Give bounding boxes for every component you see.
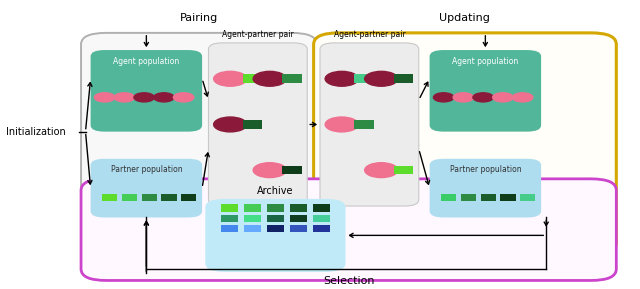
FancyBboxPatch shape <box>313 204 330 212</box>
Circle shape <box>253 71 286 86</box>
FancyBboxPatch shape <box>320 43 419 206</box>
FancyBboxPatch shape <box>221 204 238 212</box>
Circle shape <box>114 93 134 102</box>
FancyBboxPatch shape <box>313 225 330 232</box>
FancyBboxPatch shape <box>290 215 307 222</box>
Circle shape <box>253 163 286 177</box>
FancyBboxPatch shape <box>355 75 374 83</box>
Text: Archive: Archive <box>257 186 294 196</box>
FancyBboxPatch shape <box>205 199 346 272</box>
FancyBboxPatch shape <box>520 194 536 201</box>
FancyBboxPatch shape <box>181 194 196 201</box>
FancyBboxPatch shape <box>267 225 284 232</box>
FancyBboxPatch shape <box>267 215 284 222</box>
Text: Agent-partner pair: Agent-partner pair <box>222 29 294 39</box>
FancyBboxPatch shape <box>244 225 260 232</box>
FancyBboxPatch shape <box>314 33 616 255</box>
Circle shape <box>173 93 194 102</box>
FancyBboxPatch shape <box>461 194 476 201</box>
FancyBboxPatch shape <box>355 120 374 129</box>
FancyBboxPatch shape <box>221 225 238 232</box>
FancyBboxPatch shape <box>209 43 307 206</box>
Circle shape <box>134 93 154 102</box>
Circle shape <box>493 93 513 102</box>
Text: Pairing: Pairing <box>180 13 218 23</box>
Text: Selection: Selection <box>323 276 374 286</box>
FancyBboxPatch shape <box>429 50 541 131</box>
FancyBboxPatch shape <box>394 166 413 175</box>
FancyBboxPatch shape <box>244 215 260 222</box>
Circle shape <box>365 163 398 177</box>
Text: Updating: Updating <box>439 13 490 23</box>
FancyBboxPatch shape <box>500 194 516 201</box>
FancyBboxPatch shape <box>221 215 238 222</box>
FancyBboxPatch shape <box>394 75 413 83</box>
Circle shape <box>214 71 247 86</box>
FancyBboxPatch shape <box>290 204 307 212</box>
FancyBboxPatch shape <box>267 204 284 212</box>
FancyBboxPatch shape <box>441 194 456 201</box>
Circle shape <box>513 93 533 102</box>
Text: Partner population: Partner population <box>449 165 521 174</box>
FancyBboxPatch shape <box>282 75 301 83</box>
Circle shape <box>473 93 493 102</box>
Circle shape <box>154 93 174 102</box>
FancyBboxPatch shape <box>282 166 301 175</box>
FancyBboxPatch shape <box>141 194 157 201</box>
Text: Agent-partner pair: Agent-partner pair <box>333 29 405 39</box>
Text: Agent population: Agent population <box>452 57 518 66</box>
FancyBboxPatch shape <box>243 120 262 129</box>
Circle shape <box>365 71 398 86</box>
FancyBboxPatch shape <box>81 33 317 255</box>
Circle shape <box>453 93 474 102</box>
FancyBboxPatch shape <box>81 179 616 280</box>
FancyBboxPatch shape <box>91 50 202 131</box>
Circle shape <box>325 117 358 132</box>
Text: Agent population: Agent population <box>113 57 179 66</box>
Circle shape <box>433 93 454 102</box>
FancyBboxPatch shape <box>91 159 202 218</box>
FancyBboxPatch shape <box>244 204 260 212</box>
FancyBboxPatch shape <box>290 225 307 232</box>
FancyBboxPatch shape <box>481 194 496 201</box>
Text: Initialization: Initialization <box>6 127 66 137</box>
FancyBboxPatch shape <box>122 194 137 201</box>
Circle shape <box>214 117 247 132</box>
FancyBboxPatch shape <box>313 215 330 222</box>
FancyBboxPatch shape <box>429 159 541 218</box>
Circle shape <box>95 93 115 102</box>
FancyBboxPatch shape <box>243 75 262 83</box>
Text: Partner population: Partner population <box>111 165 182 174</box>
Circle shape <box>325 71 358 86</box>
FancyBboxPatch shape <box>161 194 177 201</box>
FancyBboxPatch shape <box>102 194 117 201</box>
